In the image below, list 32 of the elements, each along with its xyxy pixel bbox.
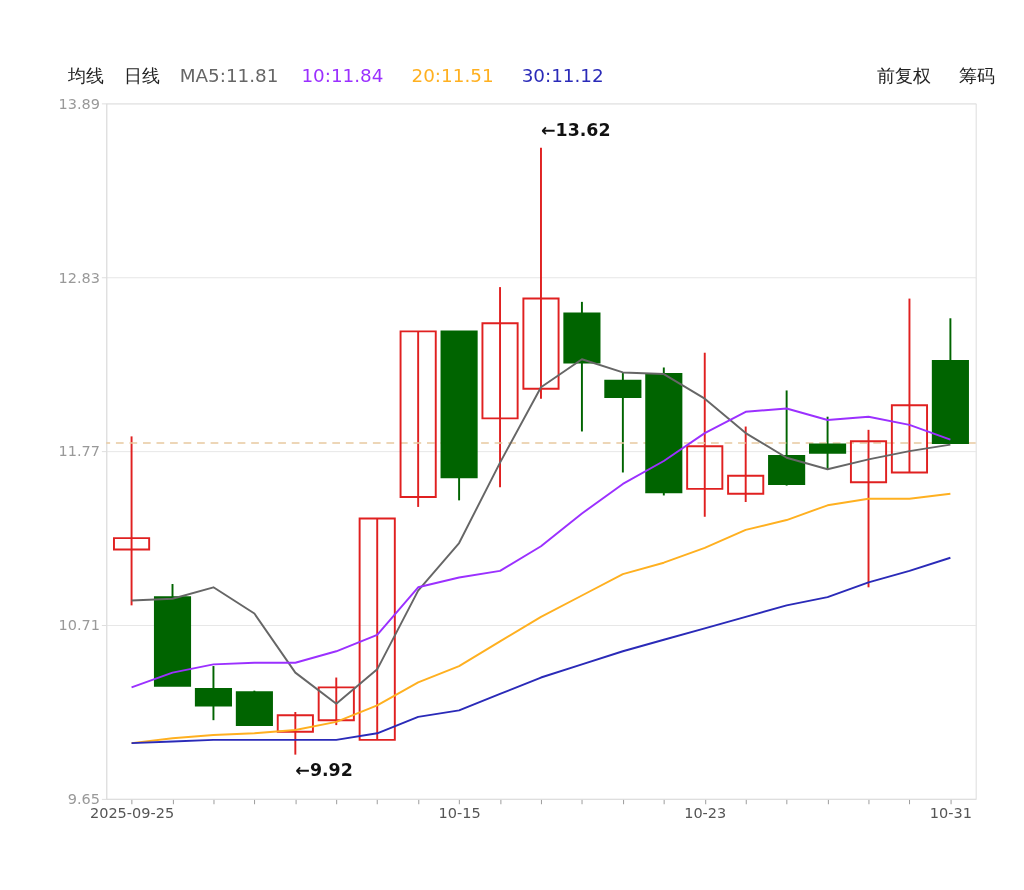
line-series xyxy=(130,358,952,705)
annotation: ←9.92 xyxy=(295,759,353,780)
text: 均线 xyxy=(66,65,104,87)
text: 10:11.84 xyxy=(301,65,384,87)
candlestick xyxy=(522,146,560,400)
annotation: ←13.62 xyxy=(540,120,611,141)
line-series xyxy=(130,556,952,745)
x-tick-label: 10-23 xyxy=(684,804,727,821)
y-tick-label: 11.77 xyxy=(58,443,100,460)
candlestick xyxy=(358,517,396,741)
x-tick-label: 10-31 xyxy=(929,804,972,821)
y-tick-label: 12.83 xyxy=(58,269,100,286)
line-series xyxy=(130,407,952,689)
text: 20:11.51 xyxy=(411,65,494,87)
x-tick-label: 10-15 xyxy=(438,804,481,821)
candlestick xyxy=(399,330,437,508)
text: 筹码 xyxy=(959,65,996,87)
y-tick-label: 13.89 xyxy=(58,95,100,112)
text: MA5:11.81 xyxy=(179,65,279,87)
candlestick xyxy=(276,711,314,756)
text: 30:11.12 xyxy=(521,65,604,87)
candlestick xyxy=(686,351,724,518)
candlestick xyxy=(317,676,355,727)
text: 日线 xyxy=(123,65,160,87)
candlestick xyxy=(890,297,929,474)
y-tick-label: 10.71 xyxy=(58,617,100,634)
candlestick xyxy=(481,286,519,489)
candlestick xyxy=(727,425,765,503)
candlestick xyxy=(113,435,151,607)
text: 前复权 xyxy=(877,65,932,87)
line-series xyxy=(130,492,952,745)
candlestick xyxy=(849,428,888,589)
